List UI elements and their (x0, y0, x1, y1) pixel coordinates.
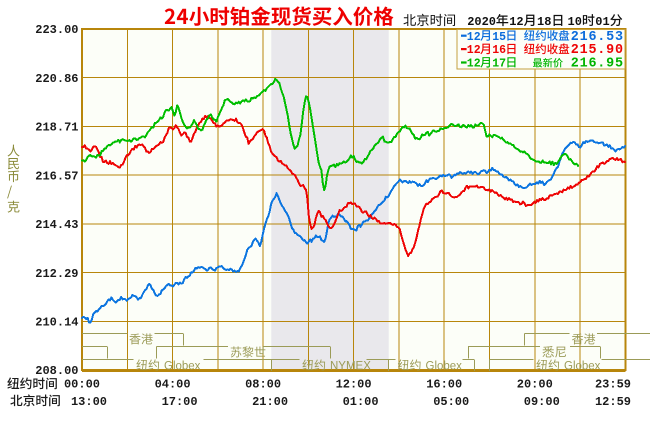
svg-text:218.71: 218.71 (35, 121, 78, 135)
svg-text:220.86: 220.86 (35, 72, 78, 86)
svg-text:214.43: 214.43 (35, 218, 78, 232)
svg-text:21:00: 21:00 (252, 395, 288, 409)
svg-text:208.00: 208.00 (35, 364, 78, 378)
svg-text:216.95: 216.95 (571, 57, 624, 72)
svg-text:01: 01 (595, 15, 609, 29)
svg-text:Globex: Globex (164, 361, 201, 373)
svg-text:Globex: Globex (564, 361, 601, 373)
svg-text:216.53: 216.53 (571, 30, 624, 45)
svg-text:17:00: 17:00 (162, 395, 198, 409)
svg-text:2020: 2020 (467, 15, 496, 29)
svg-text:210.14: 210.14 (35, 316, 78, 330)
svg-text:12: 12 (467, 44, 481, 57)
svg-text:16: 16 (492, 44, 506, 57)
svg-text:23:59: 23:59 (595, 378, 631, 392)
svg-text:12:59: 12:59 (595, 395, 631, 409)
svg-text:18: 18 (537, 15, 551, 29)
svg-text:Globex: Globex (426, 361, 463, 373)
svg-text:212.29: 212.29 (35, 267, 78, 281)
svg-text:01:00: 01:00 (343, 395, 379, 409)
svg-text:12:00: 12:00 (336, 378, 372, 392)
svg-text:09:00: 09:00 (524, 395, 560, 409)
svg-text:00:00: 00:00 (64, 378, 100, 392)
svg-text:05:00: 05:00 (433, 395, 469, 409)
svg-text:215.90: 215.90 (571, 43, 624, 58)
svg-text:216.57: 216.57 (35, 169, 78, 183)
svg-text:NYMEX: NYMEX (330, 361, 371, 373)
svg-text:20:00: 20:00 (517, 378, 553, 392)
svg-text:12: 12 (509, 15, 523, 29)
svg-text:08:00: 08:00 (245, 378, 281, 392)
svg-text:17: 17 (492, 58, 506, 71)
svg-text:12: 12 (467, 31, 481, 44)
svg-text:04:00: 04:00 (155, 378, 191, 392)
svg-text:10: 10 (568, 15, 582, 29)
svg-text:12: 12 (467, 58, 481, 71)
svg-text:13:00: 13:00 (71, 395, 107, 409)
svg-text:15: 15 (492, 31, 506, 44)
svg-text:16:00: 16:00 (426, 378, 462, 392)
svg-text:223.00: 223.00 (35, 23, 78, 37)
